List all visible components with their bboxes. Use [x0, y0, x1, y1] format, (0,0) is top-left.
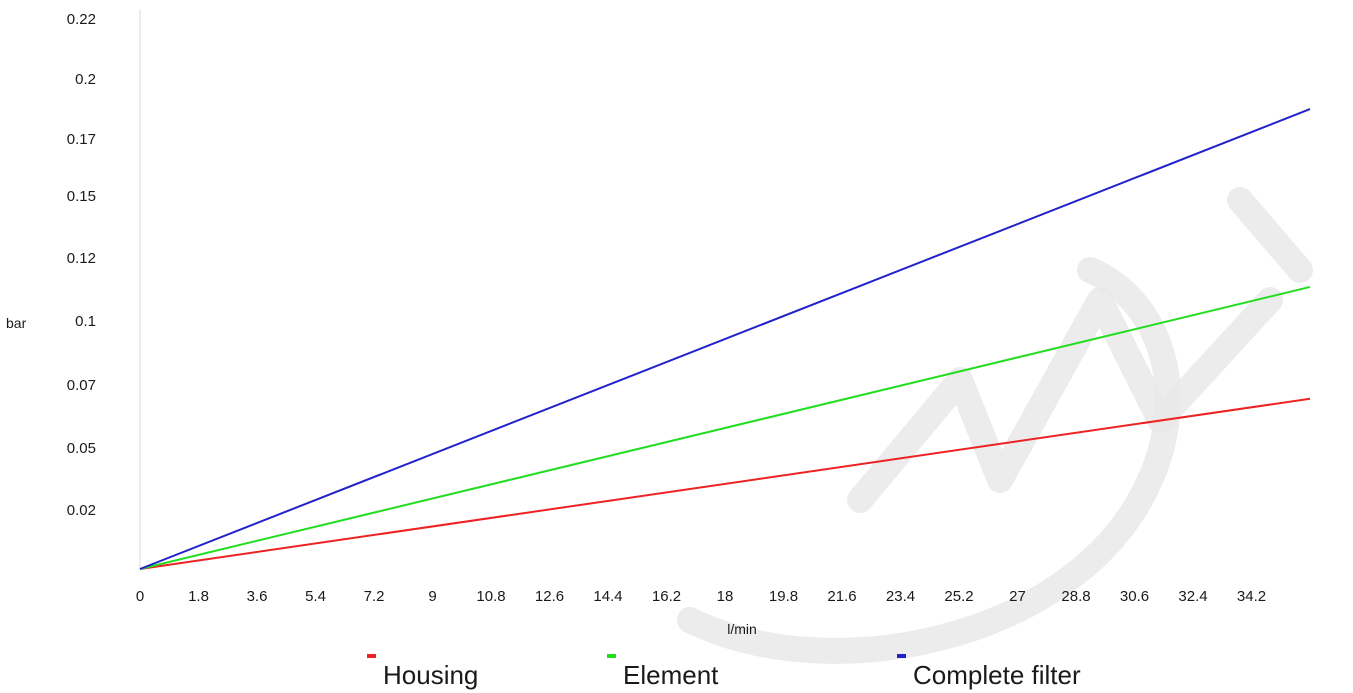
x-tick-label: 18 — [717, 588, 734, 605]
y-tick-label: 0.17 — [67, 131, 96, 148]
legend-swatch-element — [607, 654, 616, 658]
x-tick-label: 7.2 — [364, 588, 385, 605]
x-tick-label: 30.6 — [1120, 588, 1149, 605]
x-tick-label: 28.8 — [1061, 588, 1090, 605]
x-tick-label: 16.2 — [652, 588, 681, 605]
legend-label-element: Element — [623, 660, 719, 690]
y-tick-label: 0.07 — [67, 377, 96, 394]
x-tick-label: 3.6 — [247, 588, 268, 605]
y-tick-label: 0.15 — [67, 188, 96, 205]
x-tick-label: 9 — [428, 588, 436, 605]
x-tick-label: 5.4 — [305, 588, 326, 605]
x-tick-label: 12.6 — [535, 588, 564, 605]
x-tick-label: 21.6 — [827, 588, 856, 605]
x-tick-label: 34.2 — [1237, 588, 1266, 605]
x-tick-label: 19.8 — [769, 588, 798, 605]
y-tick-label: 0.12 — [67, 250, 96, 267]
y-axis-label: bar — [6, 315, 27, 331]
y-tick-label: 0.1 — [75, 313, 96, 330]
series-line-element — [139, 285, 1311, 570]
x-tick-label: 1.8 — [188, 588, 209, 605]
series-line-housing — [139, 397, 1311, 570]
legend-label-complete-filter: Complete filter — [913, 660, 1081, 690]
legend: Housing Element Complete filter — [367, 654, 1081, 690]
x-axis-label: l/min — [727, 621, 757, 637]
y-tick-label: 0.02 — [67, 502, 96, 519]
legend-swatch-housing — [367, 654, 376, 658]
x-tick-label: 32.4 — [1178, 588, 1207, 605]
legend-label-housing: Housing — [383, 660, 478, 690]
x-tick-label: 25.2 — [944, 588, 973, 605]
y-tick-label: 0.05 — [67, 440, 96, 457]
x-tick-label: 14.4 — [593, 588, 622, 605]
y-tick-label: 0.2 — [75, 71, 96, 88]
y-tick-label: 0.22 — [67, 11, 96, 28]
watermark-logo — [677, 187, 1313, 664]
y-axis-ticks: 0.02 0.05 0.07 0.1 0.12 0.15 0.17 0.2 0.22 — [67, 11, 96, 519]
series-line-complete-filter — [139, 108, 1311, 570]
legend-swatch-complete-filter — [897, 654, 906, 658]
x-tick-label: 0 — [136, 588, 144, 605]
series-lines — [139, 108, 1311, 570]
x-tick-label: 27 — [1009, 588, 1026, 605]
x-tick-label: 23.4 — [886, 588, 915, 605]
x-axis-ticks: 0 1.8 3.6 5.4 7.2 9 10.8 12.6 14.4 16.2 18 19.8 21.6… — [136, 588, 1266, 605]
x-tick-label: 10.8 — [476, 588, 505, 605]
